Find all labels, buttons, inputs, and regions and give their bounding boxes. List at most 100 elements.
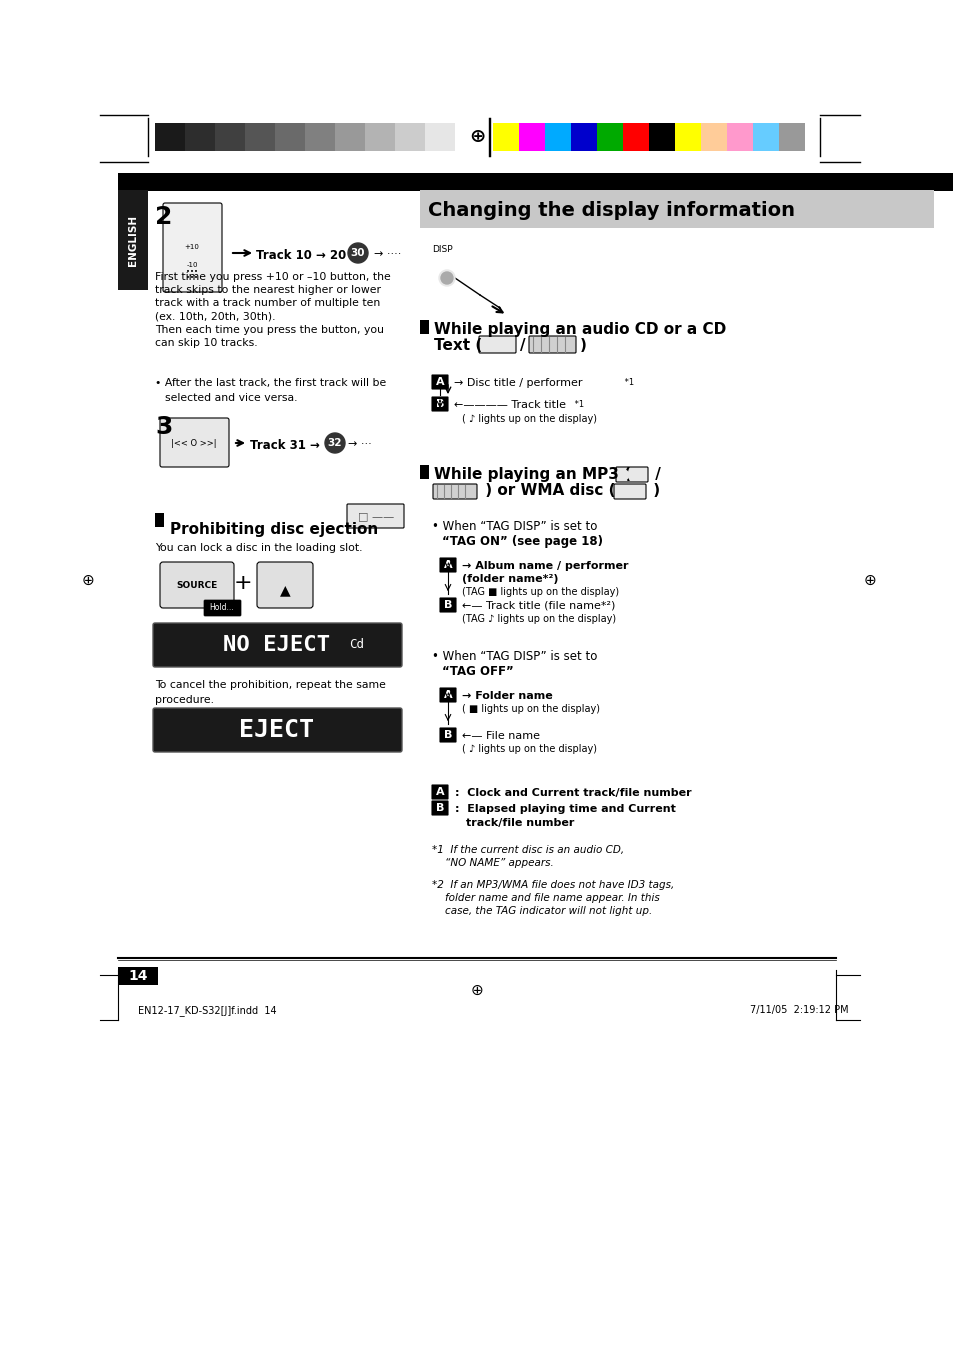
Text: :  Elapsed playing time and Current: : Elapsed playing time and Current <box>455 804 675 815</box>
Bar <box>335 123 365 151</box>
Circle shape <box>348 243 368 263</box>
Text: → ···: → ··· <box>348 439 372 449</box>
FancyBboxPatch shape <box>529 336 576 353</box>
FancyBboxPatch shape <box>204 600 241 616</box>
Bar <box>118 190 148 290</box>
Bar <box>648 123 675 151</box>
FancyBboxPatch shape <box>432 801 448 815</box>
FancyBboxPatch shape <box>439 558 456 571</box>
Text: ▲: ▲ <box>279 584 290 597</box>
Text: ): ) <box>647 484 659 499</box>
Text: Track 10 → 20 →: Track 10 → 20 → <box>255 249 360 262</box>
Bar <box>365 123 395 151</box>
Bar <box>544 123 571 151</box>
Text: Cd: Cd <box>349 639 364 651</box>
Text: B: B <box>436 399 444 409</box>
Text: ⊕: ⊕ <box>468 127 485 146</box>
Text: ( ♪ lights up on the display): ( ♪ lights up on the display) <box>461 413 597 424</box>
Circle shape <box>618 470 628 480</box>
Text: While playing an audio CD or a CD: While playing an audio CD or a CD <box>434 322 725 336</box>
FancyBboxPatch shape <box>432 376 448 389</box>
Text: selected and vice versa.: selected and vice versa. <box>165 393 297 403</box>
Text: EJECT: EJECT <box>239 717 314 742</box>
Bar <box>726 123 752 151</box>
FancyBboxPatch shape <box>439 598 456 612</box>
Text: +: + <box>233 573 252 593</box>
Text: ←———— Track title: ←———— Track title <box>454 400 565 409</box>
Text: “TAG OFF”: “TAG OFF” <box>441 665 514 678</box>
Text: procedure.: procedure. <box>154 694 213 705</box>
Text: 32: 32 <box>328 438 342 449</box>
Text: Changing the display information: Changing the display information <box>428 201 794 220</box>
FancyBboxPatch shape <box>432 397 448 411</box>
Text: ⊕: ⊕ <box>862 573 876 588</box>
Bar <box>154 123 185 151</box>
Text: *1: *1 <box>621 378 634 386</box>
Bar <box>700 123 726 151</box>
Text: • When “TAG DISP” is set to: • When “TAG DISP” is set to <box>432 520 597 534</box>
Text: → ····: → ···· <box>374 249 401 259</box>
Text: 2: 2 <box>154 205 172 230</box>
Text: ENGLISH: ENGLISH <box>128 215 138 266</box>
Text: :  Clock and Current track/file number: : Clock and Current track/file number <box>455 788 691 798</box>
Bar <box>675 123 700 151</box>
FancyBboxPatch shape <box>152 708 401 753</box>
Bar <box>154 513 164 527</box>
FancyBboxPatch shape <box>433 484 476 499</box>
Text: Hold...: Hold... <box>210 604 234 612</box>
Bar <box>779 123 804 151</box>
FancyBboxPatch shape <box>616 467 647 482</box>
Text: NO EJECT: NO EJECT <box>223 635 330 655</box>
Circle shape <box>481 339 492 349</box>
FancyBboxPatch shape <box>256 562 313 608</box>
Text: Text (: Text ( <box>434 338 482 353</box>
Text: DISP: DISP <box>432 245 452 254</box>
Text: (TAG ♪ lights up on the display): (TAG ♪ lights up on the display) <box>461 613 616 624</box>
Bar <box>274 123 305 151</box>
Bar <box>395 123 424 151</box>
FancyBboxPatch shape <box>478 336 516 353</box>
Text: → Album name / performer: → Album name / performer <box>461 561 628 571</box>
Text: Prohibiting disc ejection: Prohibiting disc ejection <box>170 521 377 536</box>
Text: 14: 14 <box>128 969 148 984</box>
Bar <box>455 123 484 151</box>
Text: +10: +10 <box>184 245 199 250</box>
Text: You can lock a disc in the loading slot.: You can lock a disc in the loading slot. <box>154 543 362 553</box>
FancyBboxPatch shape <box>160 417 229 467</box>
Text: • When “TAG DISP” is set to: • When “TAG DISP” is set to <box>432 650 597 663</box>
Bar <box>571 123 597 151</box>
Text: While playing an MP3 (: While playing an MP3 ( <box>434 467 630 482</box>
Text: *2  If an MP3/WMA file does not have ID3 tags,
    folder name and file name app: *2 If an MP3/WMA file does not have ID3 … <box>432 880 674 916</box>
Text: EN12-17_KD-S32[J]f.indd  14: EN12-17_KD-S32[J]f.indd 14 <box>138 1005 276 1016</box>
Text: A: A <box>443 561 452 570</box>
FancyBboxPatch shape <box>432 785 448 798</box>
Text: → Folder name: → Folder name <box>461 690 552 701</box>
Text: To cancel the prohibition, repeat the same: To cancel the prohibition, repeat the sa… <box>154 680 385 690</box>
Text: A: A <box>436 788 444 797</box>
Text: •••
•••: ••• ••• <box>186 269 198 281</box>
Text: /: / <box>519 338 525 353</box>
Text: ) or WMA disc (: ) or WMA disc ( <box>479 484 615 499</box>
Bar <box>305 123 335 151</box>
Text: ⊕: ⊕ <box>82 573 94 588</box>
Text: SOURCE: SOURCE <box>176 581 217 589</box>
FancyBboxPatch shape <box>152 623 401 667</box>
Text: □ ——: □ —— <box>357 511 394 521</box>
Bar <box>518 123 544 151</box>
Text: Track 31 →: Track 31 → <box>250 439 319 453</box>
FancyBboxPatch shape <box>614 484 645 499</box>
Text: ←— File name: ←— File name <box>461 731 539 740</box>
Text: • After the last track, the first track will be: • After the last track, the first track … <box>154 378 386 388</box>
Text: -10: -10 <box>186 262 197 267</box>
Text: A: A <box>436 377 444 386</box>
Text: 7/11/05  2:19:12 PM: 7/11/05 2:19:12 PM <box>749 1005 848 1015</box>
Bar <box>185 123 214 151</box>
Text: (TAG ■ lights up on the display): (TAG ■ lights up on the display) <box>461 586 618 597</box>
Bar <box>419 465 429 480</box>
Text: ⊕: ⊕ <box>470 982 483 997</box>
Circle shape <box>617 486 626 497</box>
Text: ( ■ lights up on the display): ( ■ lights up on the display) <box>461 704 599 713</box>
Text: track/file number: track/file number <box>465 817 574 828</box>
Bar <box>419 320 429 334</box>
Circle shape <box>438 270 455 286</box>
